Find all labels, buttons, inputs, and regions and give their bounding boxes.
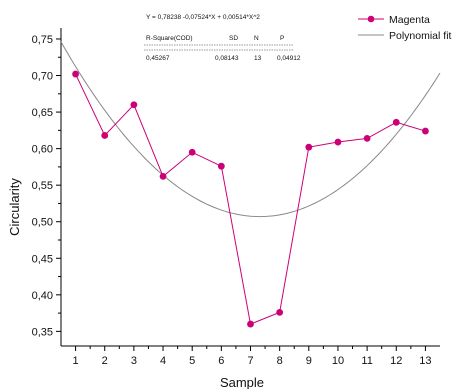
data-point xyxy=(130,101,138,109)
legend-label-fit: Polynomial fit xyxy=(389,30,452,42)
x-tick-label: 10 xyxy=(332,355,344,367)
data-point xyxy=(334,138,342,146)
polynomial-fit-curve xyxy=(60,41,441,218)
x-tick-label: 2 xyxy=(102,355,108,367)
y-tick-label: 0,60 xyxy=(32,144,53,156)
fit-curve-path xyxy=(60,41,441,218)
fit-header-r-square: R-Square(COD) xyxy=(146,35,193,42)
legend-label-magenta: Magenta xyxy=(389,14,430,26)
x-tick-label: 8 xyxy=(277,355,283,367)
data-point xyxy=(247,320,254,328)
data-point xyxy=(188,148,196,156)
data-point xyxy=(363,134,371,142)
x-tick-label: 5 xyxy=(189,355,195,367)
legend: Magenta Polynomial fit xyxy=(358,14,452,42)
axes: 0,350,400,450,500,550,600,650,700,751 2 3 4… xyxy=(32,28,440,367)
x-tick-label: 4 xyxy=(160,355,166,367)
y-tick-label: 0,45 xyxy=(32,253,53,265)
fit-value-n: 13 xyxy=(254,55,262,62)
fit-value-p: 0,04912 xyxy=(277,55,301,62)
y-axis-title: Circularity xyxy=(7,178,22,236)
fit-equation: Y = 0,78238 -0,07524*X + 0,00514*X^2 xyxy=(146,14,260,21)
y-tick-label: 0,40 xyxy=(32,290,53,302)
data-point xyxy=(392,118,400,126)
x-tick-label: 3 xyxy=(131,355,137,367)
x-tick-label: 9 xyxy=(306,355,312,367)
x-tick-label: 7 xyxy=(247,355,253,367)
x-tick-label: 1 xyxy=(73,355,79,367)
legend-magenta-marker xyxy=(367,15,375,23)
fit-value-r-square: 0,45267 xyxy=(146,55,170,62)
x-tick-label: 12 xyxy=(390,355,402,367)
data-point xyxy=(422,127,429,135)
magenta-series xyxy=(72,70,429,328)
x-tick-label: 11 xyxy=(361,355,372,367)
magenta-line xyxy=(75,73,426,325)
data-point xyxy=(276,308,284,316)
fit-value-sd: 0,08143 xyxy=(215,55,239,62)
data-point xyxy=(217,162,225,170)
fit-header-n: N xyxy=(254,35,259,42)
y-tick-label: 0,35 xyxy=(32,326,53,338)
y-tick-label: 0,70 xyxy=(32,71,53,83)
y-tick-label: 0,55 xyxy=(32,180,53,192)
data-point xyxy=(72,70,79,78)
fit-header-p: P xyxy=(280,35,284,42)
y-tick-label: 0,75 xyxy=(32,34,53,46)
x-tick-label: 13 xyxy=(419,355,431,367)
fit-statistics-box: Y = 0,78238 -0,07524*X + 0,00514*X^2 R-S… xyxy=(144,14,301,62)
y-tick-label: 0,65 xyxy=(32,107,53,119)
x-axis-title: Sample xyxy=(220,375,264,389)
fit-header-sd: SD xyxy=(229,35,238,42)
data-point xyxy=(101,132,109,139)
data-point xyxy=(159,173,167,180)
x-tick-label: 6 xyxy=(218,355,224,367)
data-point xyxy=(305,143,313,151)
y-tick-label: 0,50 xyxy=(32,217,53,229)
